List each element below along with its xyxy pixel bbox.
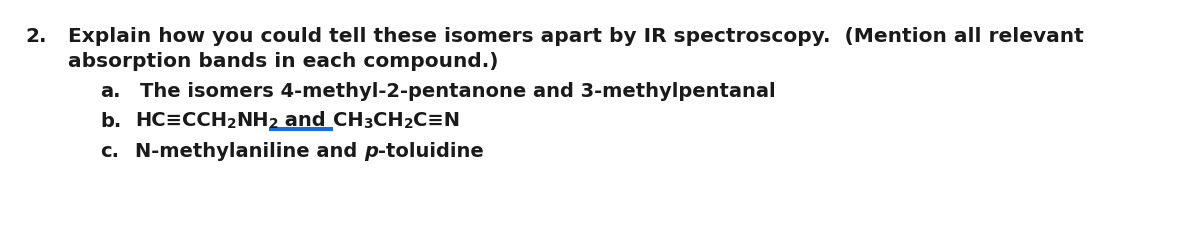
Text: 3: 3	[364, 117, 373, 131]
Text: 2: 2	[403, 117, 413, 131]
Text: CH: CH	[332, 110, 364, 130]
Text: The isomers 4-methyl-2-pentanone and 3-methylpentanal: The isomers 4-methyl-2-pentanone and 3-m…	[140, 82, 775, 101]
Text: 2: 2	[269, 117, 278, 131]
Text: p: p	[364, 142, 378, 161]
Text: c.: c.	[100, 142, 119, 161]
Text: Explain how you could tell these isomers apart by IR spectroscopy.  (Mention all: Explain how you could tell these isomers…	[68, 27, 1084, 46]
Text: NH: NH	[236, 110, 269, 130]
Text: and: and	[278, 110, 332, 130]
Text: C≡N: C≡N	[413, 110, 461, 130]
Text: 2: 2	[227, 117, 236, 131]
Text: absorption bands in each compound.): absorption bands in each compound.)	[68, 52, 498, 71]
Text: a.: a.	[100, 82, 120, 101]
Text: b.: b.	[100, 112, 121, 131]
Text: CH: CH	[373, 110, 403, 130]
Text: 2.: 2.	[25, 27, 47, 46]
Text: -toluidine: -toluidine	[378, 142, 484, 161]
Text: N-methylaniline and: N-methylaniline and	[134, 142, 364, 161]
Text: HC≡CCH: HC≡CCH	[134, 110, 227, 130]
